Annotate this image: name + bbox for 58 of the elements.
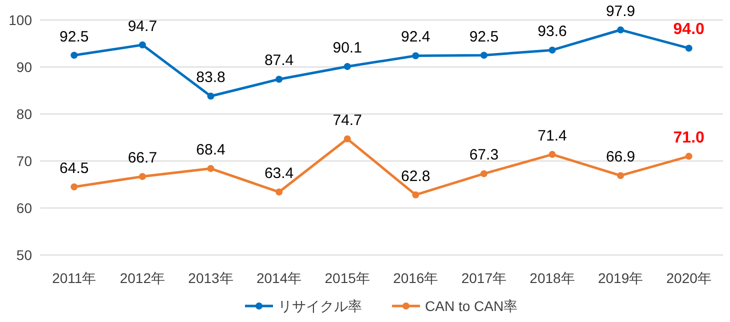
point: [138, 173, 146, 180]
data-label: 64.5: [60, 160, 89, 177]
x-tick-label: 2015年: [324, 270, 370, 286]
data-label: 87.4: [264, 52, 294, 70]
point: [70, 52, 78, 59]
x-tick-label: 2013年: [188, 270, 234, 286]
x-tick-label: 2020年: [666, 270, 712, 286]
data-label: 71.4: [538, 127, 567, 144]
point: [207, 165, 214, 172]
point: [276, 76, 283, 83]
point: [617, 26, 624, 34]
y-tick-label: 70: [16, 153, 32, 169]
x-tick-label: 2012年: [120, 270, 166, 286]
data-label: 62.8: [401, 168, 430, 185]
x-tick-label: 2019年: [598, 270, 644, 286]
point: [412, 191, 420, 198]
point: [344, 135, 351, 142]
x-tick-label: 2016年: [393, 270, 438, 286]
point: [70, 183, 78, 190]
point: [548, 46, 556, 54]
y-tick-label: 90: [16, 59, 32, 75]
data-label: 66.9: [606, 148, 636, 166]
data-label: 92.4: [401, 28, 430, 46]
data-label: 63.4: [264, 165, 294, 182]
data-label: 83.8: [196, 69, 226, 86]
x-tick-label: 2011年: [52, 270, 96, 286]
x-tick-label: 2017年: [461, 270, 507, 286]
data-label: 66.7: [128, 150, 158, 167]
data-label: 92.5: [469, 28, 499, 46]
data-label: 67.3: [469, 146, 499, 164]
data-label: 92.5: [60, 28, 89, 46]
y-tick-label: 80: [16, 106, 32, 122]
x-tick-label: 2018年: [530, 270, 575, 286]
data-label: 71.0: [673, 129, 705, 146]
point: [276, 188, 283, 196]
point: [138, 41, 146, 48]
data-label: 94.0: [673, 21, 705, 38]
data-label: 94.7: [128, 18, 158, 35]
point: [685, 152, 692, 160]
point: [480, 170, 488, 178]
data-label: 74.7: [332, 112, 362, 129]
legend-label: CAN to CAN率: [425, 298, 518, 314]
point: [617, 172, 624, 180]
point: [207, 92, 214, 100]
data-label: 68.4: [196, 142, 226, 159]
legend-label: リサイクル率: [278, 298, 362, 314]
point: [344, 63, 351, 70]
point: [685, 44, 692, 52]
data-label: 97.9: [606, 2, 636, 20]
point: [548, 150, 556, 158]
point: [412, 52, 420, 60]
y-tick-label: 50: [16, 247, 32, 263]
y-tick-label: 60: [16, 200, 32, 216]
point: [480, 52, 488, 59]
data-label: 93.6: [538, 23, 567, 40]
data-label: 90.1: [332, 40, 362, 57]
x-tick-label: 2014年: [256, 270, 302, 286]
y-tick-label: 100: [8, 12, 32, 28]
